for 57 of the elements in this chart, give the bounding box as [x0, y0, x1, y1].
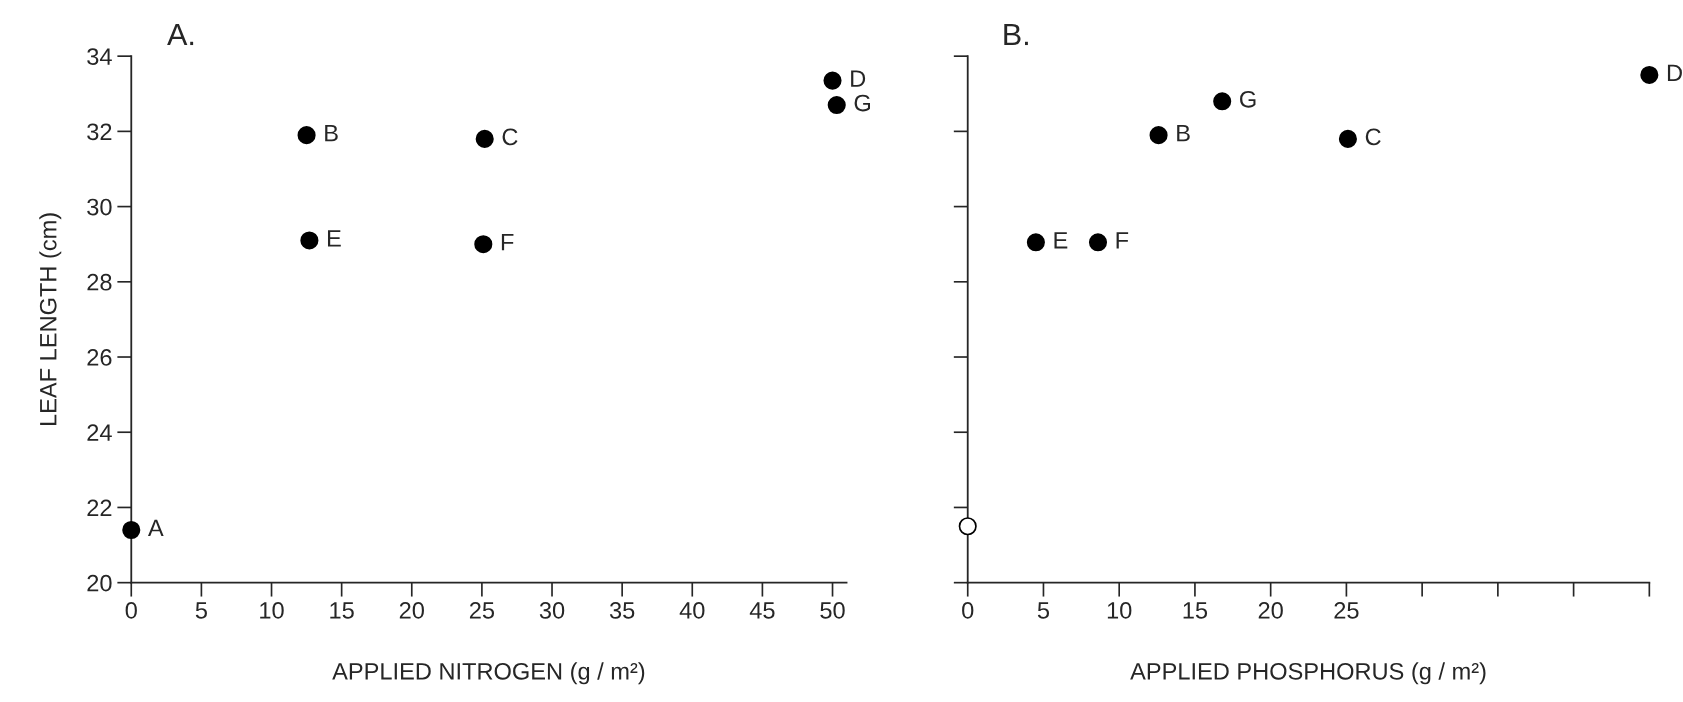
point — [1640, 65, 1659, 85]
y-tick-label: 34 — [87, 48, 112, 65]
y-tick-label: 22 — [87, 499, 112, 516]
point — [297, 126, 316, 145]
x-tick-label: 50 — [820, 602, 845, 619]
point — [475, 129, 494, 148]
x-tick-label: 40 — [679, 602, 705, 619]
point — [958, 517, 977, 536]
annotation: F — [1116, 232, 1129, 249]
x-tick-label: 15 — [330, 602, 354, 619]
y-axis-title: LEAF LENGTH (cm) — [39, 213, 62, 426]
point — [827, 95, 846, 115]
annotation: G — [1240, 90, 1256, 108]
annotation: E — [328, 230, 341, 247]
y-tick-label: 32 — [87, 123, 112, 141]
x-tick-label: 35 — [609, 602, 635, 619]
x-axis-title: APPLIED PHOSPHORUS (g / m²) — [1130, 662, 1486, 685]
point — [122, 520, 141, 540]
x-tick-label: 20 — [399, 602, 424, 619]
point — [1088, 233, 1108, 252]
x-tick-label: 5 — [195, 602, 207, 619]
y-tick-label: 30 — [87, 198, 112, 216]
x-axis-title: APPLIED NITROGEN (g / m²) — [332, 662, 645, 685]
x-tick-label: 15 — [1183, 602, 1208, 619]
x-tick-label: 0 — [125, 602, 137, 619]
annotation: E — [1054, 232, 1068, 249]
x-tick-label: 45 — [749, 602, 775, 619]
x-tick-label: 25 — [1334, 602, 1359, 619]
point — [823, 71, 842, 90]
y-tick-label: 20 — [87, 574, 112, 592]
annotation: F — [501, 234, 514, 251]
x-tick-label: 25 — [469, 602, 495, 619]
annotation: D — [1667, 64, 1682, 82]
x-tick-label: 30 — [539, 602, 565, 619]
x-tick-label: 10 — [260, 602, 284, 619]
annotation: C — [1365, 128, 1381, 146]
point — [1338, 129, 1357, 148]
chart-title: A. — [167, 24, 194, 46]
y-tick-label: 26 — [87, 349, 112, 366]
y-tick-label: 24 — [87, 424, 112, 441]
x-tick-label: 20 — [1258, 602, 1283, 619]
annotation: A — [147, 519, 164, 537]
x-tick-label: 5 — [1037, 602, 1050, 619]
point — [1026, 233, 1045, 252]
x-tick-label: 10 — [1107, 602, 1132, 619]
annotation: B — [1177, 125, 1190, 142]
x-tick-label: 0 — [962, 602, 974, 619]
annotation: C — [502, 128, 518, 146]
annotation: B — [325, 125, 338, 142]
point — [474, 235, 493, 254]
chart-title: B. — [1004, 24, 1028, 46]
point — [1213, 92, 1232, 111]
annotation: G — [854, 94, 870, 112]
y-tick-label: 28 — [87, 273, 112, 291]
annotation: D — [851, 70, 866, 87]
point — [1149, 126, 1168, 145]
point — [300, 231, 319, 250]
